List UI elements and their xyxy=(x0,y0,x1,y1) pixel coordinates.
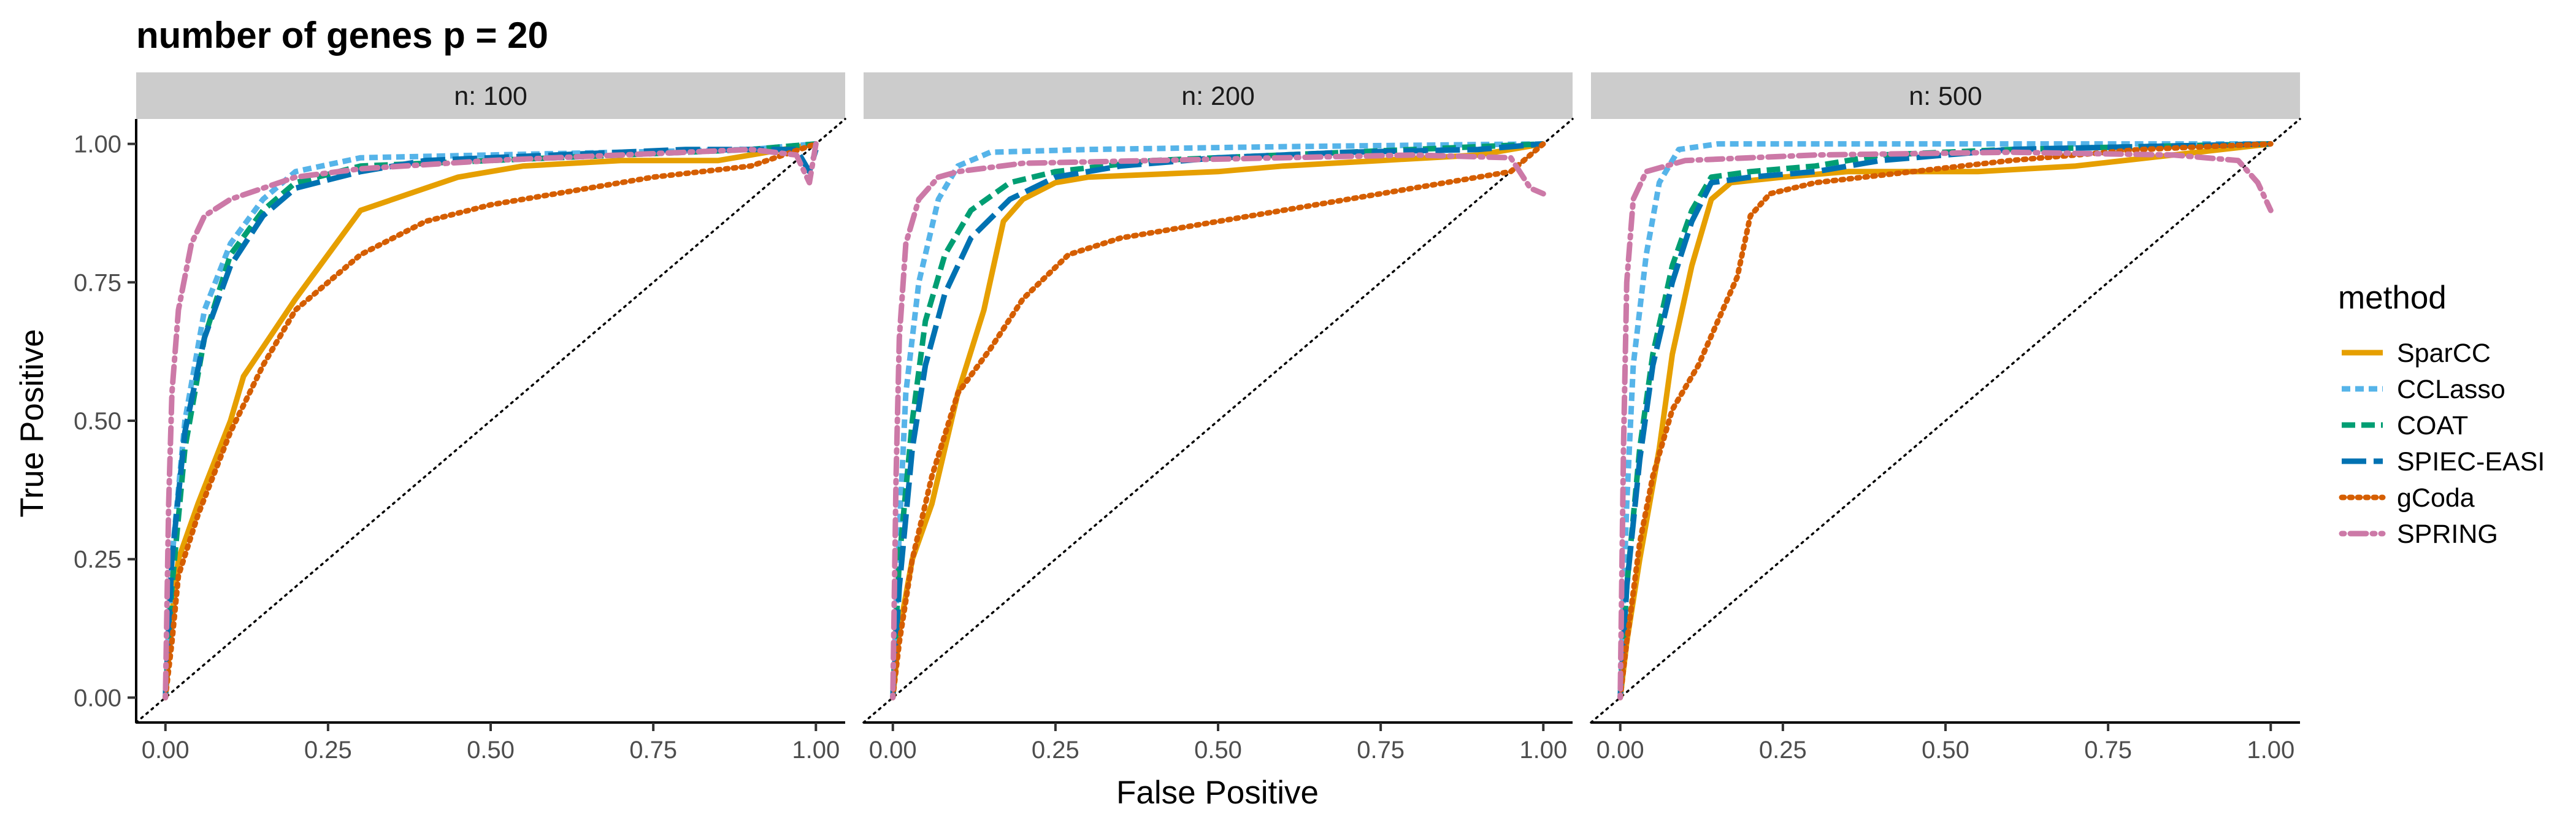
x-axis-title: False Positive xyxy=(1116,775,1319,811)
facet-panel: n: 500 xyxy=(1590,72,2301,724)
diagonal-reference-line xyxy=(135,118,846,724)
series-line-cclasso xyxy=(890,141,1544,698)
x-tick-label: 0.25 xyxy=(304,737,352,764)
y-tick-label: 0.25 xyxy=(74,546,121,573)
y-axis: 0.00 0.25 0.50 0.75 1.00 xyxy=(74,119,137,723)
facet-panel: n: 200 xyxy=(862,72,1574,724)
x-tick-label: 1.00 xyxy=(1519,737,1567,764)
diagonal-reference-line xyxy=(862,118,1574,724)
series-line-spiec-easi xyxy=(890,141,1544,698)
series-line-spring xyxy=(1617,149,2274,700)
legend-label: gCoda xyxy=(2397,483,2475,513)
series-line-sparcc xyxy=(1617,141,2271,698)
series-line-gcoda xyxy=(890,141,1546,700)
chart-title: number of genes p = 20 xyxy=(136,15,548,56)
y-tick-label: 1.00 xyxy=(74,131,121,158)
legend-item: SPRING xyxy=(2339,519,2498,549)
facet-panel: n: 100 xyxy=(135,72,846,724)
series-line-coat xyxy=(1617,141,2271,698)
series-line-cclasso xyxy=(1617,141,2271,698)
x-tick-label: 0.25 xyxy=(1759,737,1807,764)
legend-item: gCoda xyxy=(2339,483,2475,513)
series-line-coat xyxy=(890,141,1544,698)
series-line-spring xyxy=(163,141,819,700)
legend-title: method xyxy=(2338,280,2447,316)
legend-item: SPIEC-EASI xyxy=(2342,447,2545,477)
facet-panels: n: 100 n: 200 n: 500 xyxy=(135,72,2301,724)
x-tick-label: 0.00 xyxy=(1597,737,1644,764)
diagonal-reference-line xyxy=(1590,118,2301,724)
x-tick-label: 1.00 xyxy=(792,737,840,764)
x-tick-label: 0.50 xyxy=(1194,737,1242,764)
facet-strip xyxy=(864,72,1573,119)
facet-strip xyxy=(136,72,845,119)
legend: method SparCCCCLassoCOATSPIEC-EASIgCodaS… xyxy=(2338,280,2545,549)
y-tick-label: 0.50 xyxy=(74,408,121,435)
x-tick-label: 0.00 xyxy=(869,737,917,764)
legend-label: SPRING xyxy=(2397,519,2498,549)
x-tick-label: 0.00 xyxy=(142,737,190,764)
legend-item: COAT xyxy=(2342,411,2468,440)
facet-strip-label: n: 100 xyxy=(454,82,527,111)
y-tick-label: 0.00 xyxy=(74,684,121,711)
y-tick-label: 0.75 xyxy=(74,269,121,296)
x-tick-label: 0.75 xyxy=(1357,737,1405,764)
series-line-gcoda xyxy=(1617,141,2274,700)
facet-strip-label: n: 500 xyxy=(1909,82,1982,111)
series-line-gcoda xyxy=(163,141,819,700)
series-line-spiec-easi xyxy=(1617,141,2271,698)
x-tick-label: 0.75 xyxy=(2084,737,2132,764)
facet-strip-label: n: 200 xyxy=(1181,82,1255,111)
legend-item: CCLasso xyxy=(2342,375,2505,404)
x-tick-label: 0.75 xyxy=(629,737,677,764)
x-tick-label: 0.50 xyxy=(1922,737,1969,764)
legend-label: SparCC xyxy=(2397,339,2491,368)
legend-label: COAT xyxy=(2397,411,2468,440)
series-line-sparcc xyxy=(163,141,817,698)
legend-item: SparCC xyxy=(2342,339,2491,368)
series-line-spiec-easi xyxy=(163,147,819,698)
x-tick-label: 0.25 xyxy=(1032,737,1079,764)
facet-strip xyxy=(1591,72,2300,119)
legend-items: SparCC CCLasso COAT SPIEC-EASI gCoda SPRING xyxy=(2339,339,2545,549)
y-axis-title: True Positive xyxy=(14,329,50,517)
x-axes: 0.00 0.25 0.50 0.75 1.00 0.00 0.25 0.50 0.75 1.00… xyxy=(136,721,2300,764)
x-tick-label: 1.00 xyxy=(2247,737,2294,764)
x-tick-label: 0.50 xyxy=(467,737,515,764)
legend-label: CCLasso xyxy=(2397,375,2505,404)
legend-label: SPIEC-EASI xyxy=(2397,447,2545,477)
series-line-spring xyxy=(890,152,1546,700)
